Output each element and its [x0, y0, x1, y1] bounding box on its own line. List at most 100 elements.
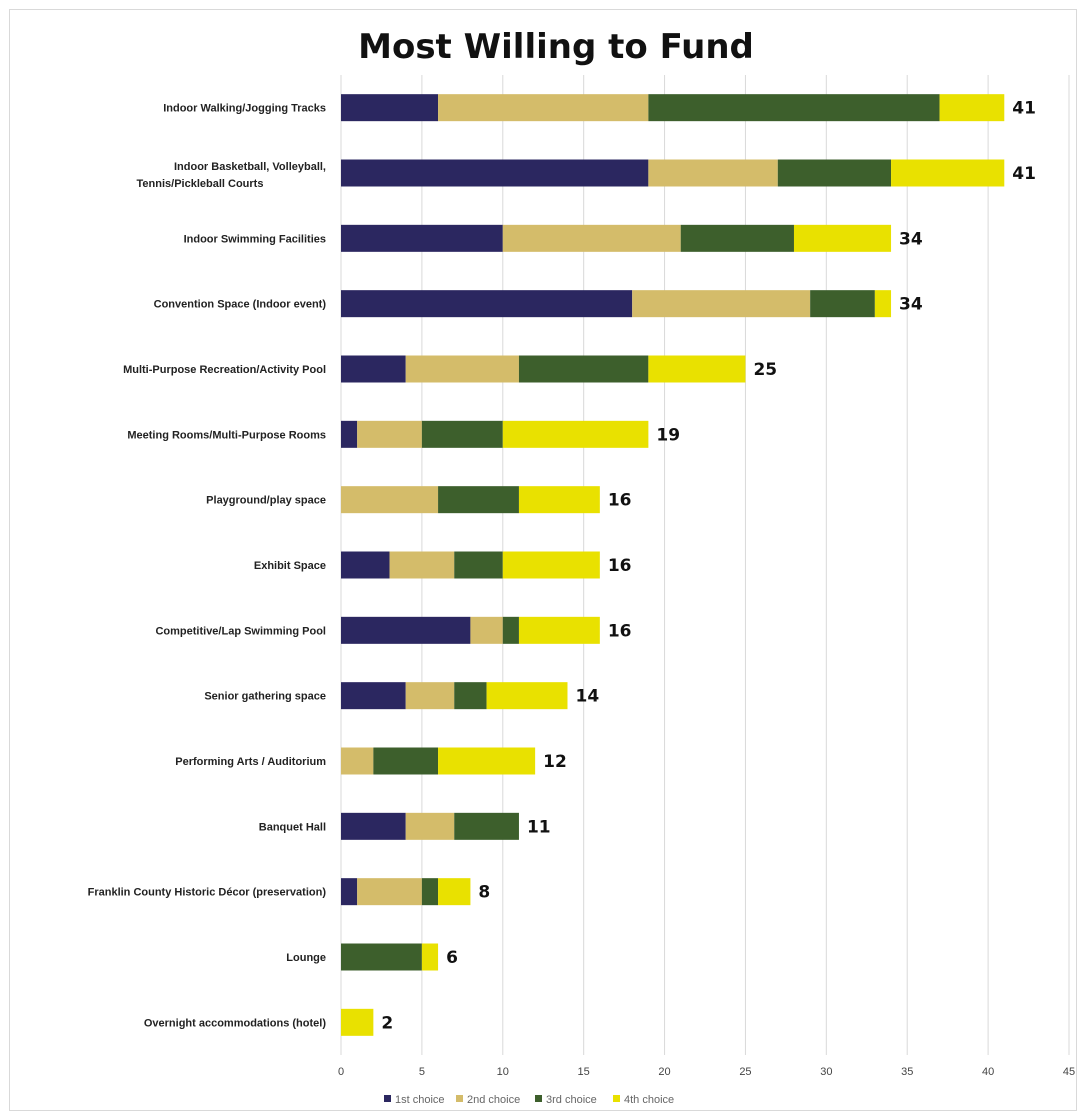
bar-segment-4 — [438, 747, 536, 775]
bar-segment-4 — [874, 290, 892, 318]
total-label: 12 — [543, 752, 567, 772]
bar-segment-1 — [341, 94, 439, 122]
bar-segment-2 — [632, 290, 811, 318]
x-tick-label: 40 — [982, 1066, 994, 1078]
total-labels: 41 41 34 34 25 19 16 16 16 14 12 11 8 6 2 — [381, 99, 1036, 1034]
x-tick-label: 35 — [901, 1066, 913, 1078]
bar-segment-1 — [341, 682, 406, 710]
bar-segment-2 — [341, 747, 374, 775]
bar-segment-3 — [421, 420, 503, 448]
bar-segment-4 — [341, 1008, 374, 1036]
bar-segment-1 — [341, 159, 649, 187]
bar-segment-3 — [421, 878, 439, 906]
x-tick-label: 25 — [739, 1066, 751, 1078]
total-label: 16 — [608, 556, 632, 576]
bar-segment-3 — [373, 747, 439, 775]
x-tick-label: 45 — [1063, 1066, 1075, 1078]
bar-segment-4 — [518, 486, 600, 514]
x-tick-label: 10 — [497, 1066, 509, 1078]
legend-label: 2nd choice — [467, 1094, 520, 1106]
category-label: Meeting Rooms/Multi-Purpose Rooms — [127, 429, 326, 441]
total-label: 25 — [753, 360, 777, 380]
bar-segment-4 — [648, 355, 746, 383]
category-label: Performing Arts / Auditorium — [175, 756, 326, 768]
x-tick-label: 0 — [338, 1066, 344, 1078]
category-label: Multi-Purpose Recreation/Activity Pool — [123, 364, 326, 376]
bar-segment-4 — [502, 551, 600, 579]
category-label: Indoor Basketball, Volleyball, Tennis/Pic… — [137, 161, 326, 190]
legend-swatch — [456, 1095, 463, 1102]
bar-segment-1 — [341, 812, 406, 840]
legend: 1st choice 2nd choice 3rd choice 4th choice — [384, 1094, 674, 1106]
bar-segment-2 — [438, 94, 649, 122]
bars — [341, 94, 1005, 1036]
category-label: Franklin County Historic Décor (preserva… — [88, 887, 327, 899]
legend-swatch — [535, 1095, 542, 1102]
bar-segment-4 — [793, 224, 892, 252]
x-tick-label: 30 — [820, 1066, 832, 1078]
category-label: Playground/play space — [206, 495, 326, 507]
x-tick-label: 15 — [578, 1066, 590, 1078]
bar-segment-2 — [389, 551, 455, 579]
bar-segment-2 — [405, 682, 455, 710]
total-label: 11 — [527, 817, 551, 837]
bar-segment-3 — [777, 159, 892, 187]
bar-segment-1 — [341, 551, 390, 579]
total-label: 14 — [575, 687, 599, 707]
bar-segment-1 — [341, 878, 358, 906]
bar-segment-2 — [357, 420, 422, 448]
bar-segment-3 — [680, 224, 794, 252]
category-label: Convention Space (Indoor event) — [154, 299, 327, 311]
category-labels: Indoor Walking/Jogging Tracks Indoor Bask… — [88, 103, 327, 1030]
legend-swatch — [613, 1095, 620, 1102]
legend-label: 1st choice — [395, 1094, 445, 1106]
x-axis-tick-labels: 0 5 10 15 20 25 30 35 40 45 — [338, 1066, 1075, 1078]
bar-segment-3 — [438, 486, 519, 514]
chart-title: Most Willing to Fund — [358, 27, 754, 67]
total-label: 16 — [608, 491, 632, 511]
total-label: 41 — [1012, 99, 1036, 119]
category-label: Competitive/Lap Swimming Pool — [155, 625, 326, 637]
bar-segment-3 — [502, 616, 519, 644]
bar-segment-4 — [486, 682, 568, 710]
category-label: Indoor Walking/Jogging Tracks — [163, 103, 326, 115]
bar-segment-3 — [648, 94, 940, 122]
total-label: 41 — [1012, 164, 1036, 184]
bar-segment-4 — [421, 943, 439, 971]
category-label: Overnight accommodations (hotel) — [144, 1017, 326, 1029]
bar-segment-3 — [810, 290, 875, 318]
x-tick-label: 5 — [419, 1066, 425, 1078]
bar-segment-2 — [357, 878, 422, 906]
category-label: Lounge — [286, 952, 326, 964]
bar-segment-2 — [405, 355, 519, 383]
total-label: 6 — [446, 948, 458, 968]
bar-segment-4 — [518, 616, 600, 644]
bar-segment-1 — [341, 224, 503, 252]
bar-segment-2 — [341, 486, 439, 514]
bar-segment-1 — [341, 616, 471, 644]
total-label: 16 — [608, 621, 632, 641]
category-label: Senior gathering space — [204, 691, 326, 703]
bar-segment-4 — [438, 878, 471, 906]
bar-segment-4 — [891, 159, 1005, 187]
bar-segment-2 — [405, 812, 455, 840]
bar-segment-3 — [454, 551, 503, 579]
bar-segment-2 — [502, 224, 681, 252]
total-label: 34 — [899, 295, 923, 315]
bar-segment-2 — [648, 159, 778, 187]
legend-label: 3rd choice — [546, 1094, 597, 1106]
legend-label: 4th choice — [624, 1094, 674, 1106]
bar-segment-1 — [341, 355, 406, 383]
total-label: 8 — [478, 883, 490, 903]
bar-segment-1 — [341, 290, 633, 318]
bar-segment-3 — [341, 943, 422, 971]
category-label: Exhibit Space — [254, 560, 326, 572]
total-label: 34 — [899, 229, 923, 249]
legend-swatch — [384, 1095, 391, 1102]
bar-segment-3 — [454, 682, 487, 710]
bar-segment-4 — [939, 94, 1005, 122]
bar-segment-3 — [518, 355, 649, 383]
bar-segment-1 — [341, 420, 358, 448]
bar-segment-2 — [470, 616, 503, 644]
